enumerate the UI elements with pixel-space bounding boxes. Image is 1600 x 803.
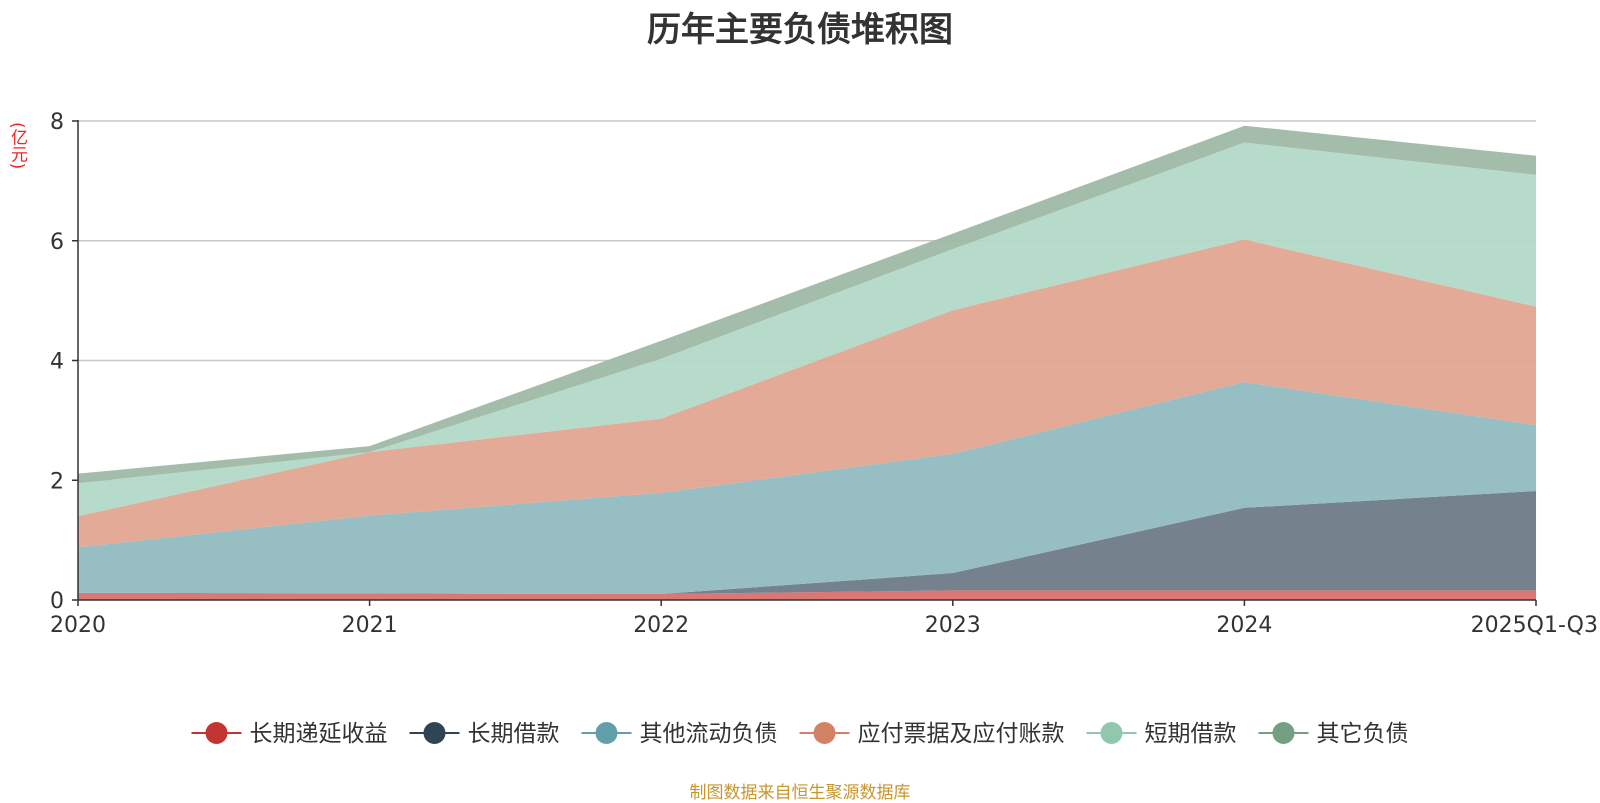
- area-series: [78, 382, 1536, 595]
- y-tick-label: 0: [50, 589, 64, 614]
- legend-marker-icon[interactable]: [423, 722, 446, 744]
- legend-marker-icon[interactable]: [595, 722, 618, 744]
- y-tick-label: 8: [50, 110, 64, 135]
- legend-item-label[interactable]: 短期借款: [1145, 721, 1237, 747]
- y-tick-label: 2: [50, 469, 64, 494]
- y-tick-label: 4: [50, 350, 64, 375]
- legend-item-label[interactable]: 应付票据及应付账款: [858, 721, 1065, 747]
- x-tick-label: 2022: [633, 613, 689, 638]
- area-series: [78, 142, 1536, 517]
- x-tick-label: 2023: [925, 613, 981, 638]
- x-tick-label: 2020: [50, 613, 106, 638]
- legend-item-label[interactable]: 其它负债: [1317, 721, 1409, 747]
- legend-marker-icon[interactable]: [1272, 722, 1295, 744]
- legend-item-label[interactable]: 长期借款: [468, 721, 560, 747]
- area-series: [78, 239, 1536, 548]
- legend-marker-icon[interactable]: [1100, 722, 1123, 744]
- legend-item-label[interactable]: 其他流动负债: [640, 721, 778, 747]
- legend-marker-icon[interactable]: [813, 722, 836, 744]
- legend-item-label[interactable]: 长期递延收益: [250, 721, 388, 747]
- x-tick-label: 2021: [342, 613, 398, 638]
- x-tick-label: 2024: [1216, 613, 1272, 638]
- data-source-note: 制图数据来自恒生聚源数据库: [689, 783, 911, 803]
- legend-marker-icon[interactable]: [205, 722, 228, 744]
- y-tick-label: 6: [50, 230, 64, 255]
- chart-title: 历年主要负债堆积图: [647, 10, 953, 50]
- area-series: [78, 491, 1536, 595]
- x-tick-label: 2025Q1-Q3: [1471, 613, 1598, 638]
- area-series: [78, 590, 1536, 600]
- y-axis-unit-label: (亿元): [7, 122, 27, 170]
